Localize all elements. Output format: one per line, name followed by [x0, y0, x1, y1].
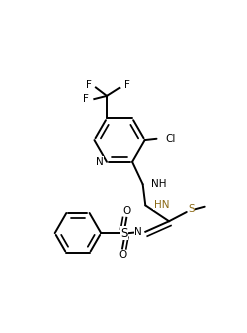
Text: N: N [96, 157, 103, 167]
Text: NH: NH [151, 179, 167, 189]
Text: O: O [122, 206, 130, 216]
Text: F: F [86, 80, 92, 90]
Text: F: F [83, 94, 89, 104]
Text: HN: HN [154, 200, 169, 210]
Text: N: N [134, 227, 142, 237]
Text: F: F [124, 80, 130, 90]
Text: O: O [118, 250, 126, 260]
Text: Cl: Cl [166, 134, 176, 144]
Text: S: S [188, 204, 195, 214]
Text: S: S [121, 227, 128, 240]
